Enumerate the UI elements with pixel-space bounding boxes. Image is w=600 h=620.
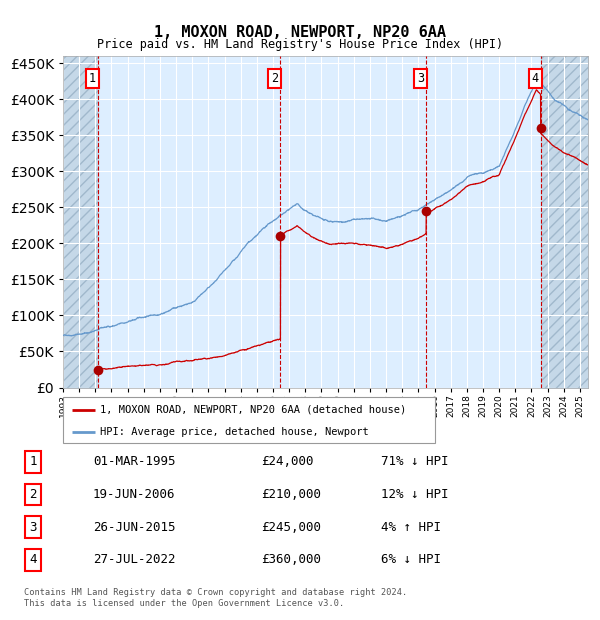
Text: 2: 2 — [29, 488, 37, 501]
Text: 4% ↑ HPI: 4% ↑ HPI — [381, 521, 441, 534]
Text: HPI: Average price, detached house, Newport: HPI: Average price, detached house, Newp… — [100, 427, 369, 436]
Text: £210,000: £210,000 — [261, 488, 321, 501]
Text: 3: 3 — [417, 73, 424, 86]
Text: 2: 2 — [271, 73, 278, 86]
Text: Contains HM Land Registry data © Crown copyright and database right 2024.
This d: Contains HM Land Registry data © Crown c… — [24, 588, 407, 608]
Text: £24,000: £24,000 — [261, 455, 314, 468]
Text: 4: 4 — [29, 554, 37, 567]
Text: 1, MOXON ROAD, NEWPORT, NP20 6AA (detached house): 1, MOXON ROAD, NEWPORT, NP20 6AA (detach… — [100, 405, 406, 415]
Text: 71% ↓ HPI: 71% ↓ HPI — [381, 455, 449, 468]
Text: 1, MOXON ROAD, NEWPORT, NP20 6AA: 1, MOXON ROAD, NEWPORT, NP20 6AA — [154, 25, 446, 40]
Text: 1: 1 — [89, 73, 96, 86]
Text: 3: 3 — [29, 521, 37, 534]
Text: Price paid vs. HM Land Registry's House Price Index (HPI): Price paid vs. HM Land Registry's House … — [97, 38, 503, 51]
Text: 01-MAR-1995: 01-MAR-1995 — [93, 455, 176, 468]
Text: 19-JUN-2006: 19-JUN-2006 — [93, 488, 176, 501]
Text: 27-JUL-2022: 27-JUL-2022 — [93, 554, 176, 567]
Text: 12% ↓ HPI: 12% ↓ HPI — [381, 488, 449, 501]
Text: £245,000: £245,000 — [261, 521, 321, 534]
Text: 1: 1 — [29, 455, 37, 468]
Text: 6% ↓ HPI: 6% ↓ HPI — [381, 554, 441, 567]
Text: 4: 4 — [532, 73, 539, 86]
Text: 26-JUN-2015: 26-JUN-2015 — [93, 521, 176, 534]
Text: £360,000: £360,000 — [261, 554, 321, 567]
